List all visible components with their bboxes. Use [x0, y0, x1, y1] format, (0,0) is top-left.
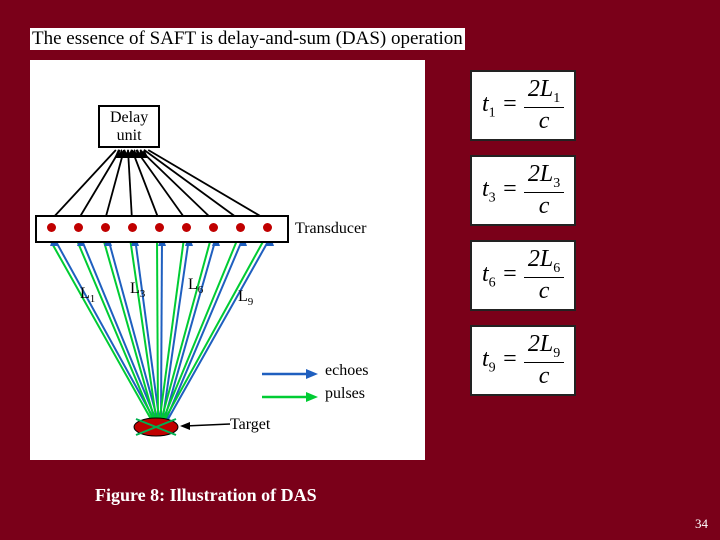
target-label: Target	[230, 416, 270, 434]
transducer-element	[263, 223, 272, 232]
path-label-L9: L9	[238, 288, 253, 308]
transducer-element	[236, 223, 245, 232]
echoes-legend-label: echoes	[325, 362, 369, 380]
delay-unit-box: Delay unit	[98, 105, 160, 148]
pulses-legend-label: pulses	[325, 385, 365, 403]
page-title: The essence of SAFT is delay-and-sum (DA…	[30, 28, 465, 50]
page-number: 34	[695, 516, 708, 532]
pulses-legend-line	[260, 388, 320, 406]
transducer-element	[101, 223, 110, 232]
path-label-L6: L6	[188, 276, 203, 296]
transducer-element	[155, 223, 164, 232]
path-label-L1: L1	[80, 285, 95, 305]
equation-1: t1 = 2L1c	[470, 70, 576, 141]
transducer-element	[182, 223, 191, 232]
equation-3: t3 = 2L3c	[470, 155, 576, 226]
transducer-label: Transducer	[295, 220, 366, 238]
transducer-element	[128, 223, 137, 232]
figure-caption: Figure 8: Illustration of DAS	[95, 485, 317, 506]
target-arrow	[180, 412, 235, 432]
equation-6: t6 = 2L6c	[470, 240, 576, 311]
delay-unit-label: Delay unit	[110, 109, 148, 144]
target-marker	[133, 417, 179, 437]
das-diagram: Delay unit Transducer Target echoes puls…	[30, 60, 425, 460]
transducer-element	[47, 223, 56, 232]
path-label-L3: L3	[130, 280, 145, 300]
echoes-legend-line	[260, 365, 320, 383]
transducer-element	[209, 223, 218, 232]
transducer-element	[74, 223, 83, 232]
equation-9: t9 = 2L9c	[470, 325, 576, 396]
